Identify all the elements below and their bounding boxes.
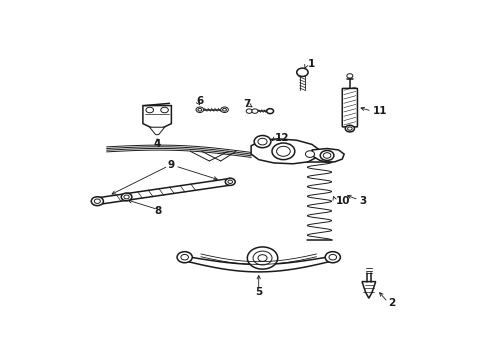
Circle shape (329, 255, 337, 260)
Circle shape (228, 180, 233, 184)
Circle shape (297, 68, 308, 76)
Circle shape (181, 255, 189, 260)
Circle shape (253, 251, 272, 265)
Circle shape (225, 178, 235, 185)
Circle shape (124, 195, 129, 199)
Circle shape (258, 255, 267, 261)
Text: 4: 4 (153, 139, 161, 149)
Text: 1: 1 (307, 59, 315, 69)
Circle shape (94, 199, 100, 203)
Circle shape (254, 135, 271, 148)
FancyBboxPatch shape (342, 89, 358, 127)
Circle shape (347, 127, 352, 130)
Circle shape (258, 138, 267, 145)
Polygon shape (312, 149, 344, 162)
Circle shape (276, 146, 290, 156)
Text: 10: 10 (336, 195, 350, 206)
Text: 8: 8 (154, 207, 162, 216)
Circle shape (161, 107, 169, 113)
Polygon shape (251, 139, 319, 164)
Circle shape (121, 193, 132, 201)
Polygon shape (97, 179, 231, 204)
Circle shape (267, 109, 273, 114)
Circle shape (196, 107, 204, 112)
Text: 6: 6 (196, 96, 203, 107)
Text: 3: 3 (359, 195, 367, 206)
Circle shape (222, 108, 226, 111)
Circle shape (325, 252, 341, 263)
Circle shape (220, 107, 228, 112)
Polygon shape (362, 282, 376, 298)
Circle shape (272, 143, 295, 159)
Circle shape (146, 107, 153, 113)
Circle shape (247, 247, 278, 269)
Text: 11: 11 (372, 106, 387, 116)
Circle shape (323, 153, 331, 158)
Circle shape (91, 197, 103, 206)
Circle shape (345, 125, 354, 132)
Text: 7: 7 (244, 99, 251, 109)
Circle shape (246, 109, 252, 113)
Text: 12: 12 (275, 133, 289, 143)
Circle shape (305, 151, 315, 157)
Circle shape (198, 108, 202, 111)
Text: 5: 5 (255, 287, 262, 297)
Circle shape (320, 150, 334, 161)
Polygon shape (179, 257, 339, 272)
Text: 2: 2 (389, 298, 396, 308)
Circle shape (252, 109, 258, 113)
Polygon shape (143, 105, 171, 128)
Circle shape (177, 252, 192, 263)
Text: 9: 9 (168, 160, 175, 170)
Circle shape (347, 74, 353, 78)
Polygon shape (149, 127, 165, 135)
